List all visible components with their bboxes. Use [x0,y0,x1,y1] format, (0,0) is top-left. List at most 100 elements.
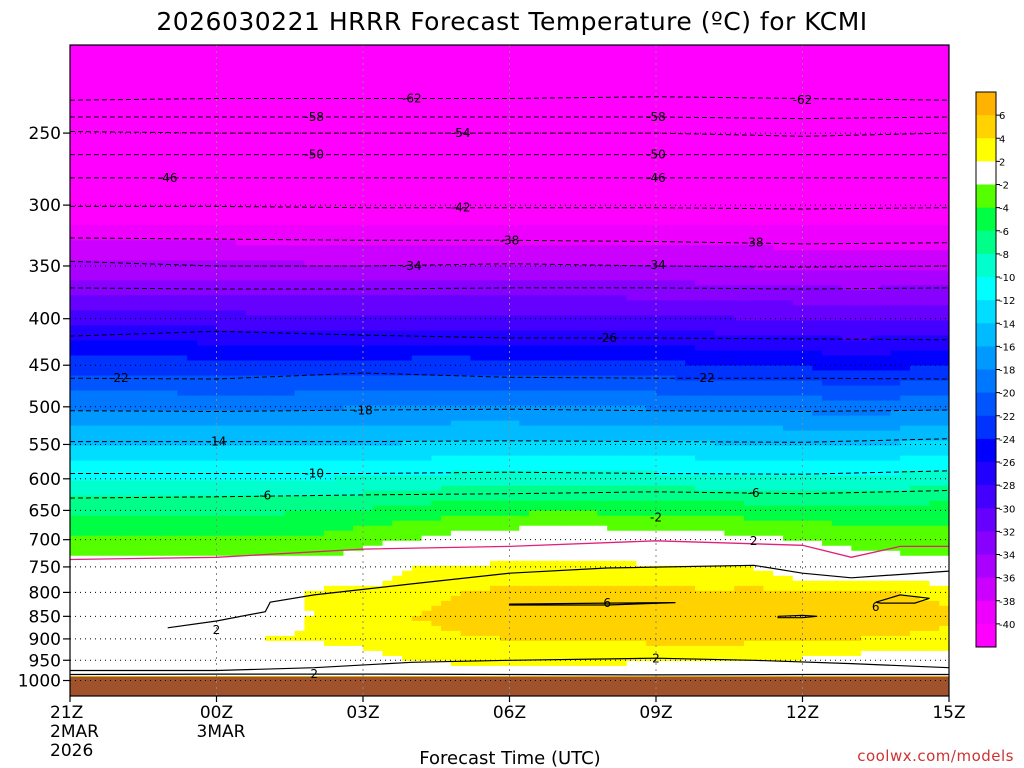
heat-cell [450,290,462,296]
heat-cell [99,95,110,101]
heat-cell [577,120,589,126]
heat-cell [79,310,91,317]
heat-cell [431,85,442,91]
heat-cell [167,255,179,261]
heat-cell [148,160,159,166]
heat-cell [558,135,569,141]
heat-cell [939,80,949,86]
heat-cell [616,105,628,111]
heat-cell [128,120,139,126]
heat-cell [831,180,843,186]
heat-cell [509,75,520,81]
heat-cell [216,225,227,231]
heat-cell [665,185,677,191]
heat-cell [841,255,852,261]
heat-cell [431,305,442,312]
heat-cell [695,105,706,111]
heat-cell [79,235,91,241]
heat-cell [509,270,520,276]
heat-cell [538,80,550,86]
heat-cell [392,80,403,86]
heat-cell [343,105,354,111]
heat-cell [460,165,472,171]
heat-cell [792,95,804,101]
heat-cell [372,70,384,76]
heat-cell [597,95,608,101]
heat-cell [304,90,315,96]
heat-cell [870,240,882,246]
heat-cell [392,210,403,216]
heat-cell [685,45,696,51]
heat-cell [392,150,403,156]
heat-cell [148,120,159,126]
heat-cell [919,205,931,211]
heat-cell [519,230,530,236]
heat-cell [343,255,354,261]
heat-cell [704,190,716,196]
heat-cell [167,165,179,171]
heat-cell [656,135,667,141]
heat-cell [568,140,579,146]
heat-cell [587,200,598,206]
heat-cell [890,220,901,226]
heat-cell [480,55,491,61]
heat-cell [851,310,862,317]
heat-cell [782,235,794,241]
heat-cell [333,285,345,291]
heat-cell [626,185,638,191]
heat-cell [226,270,237,276]
heat-cell [118,165,130,171]
heat-cell [187,280,198,286]
heat-cell [812,90,823,96]
heat-cell [255,270,266,276]
heat-cell [870,310,882,317]
heat-cell [568,95,579,101]
heat-cell [89,70,100,76]
heat-cell [167,205,179,211]
heat-cell [656,50,667,56]
heat-cell [363,200,374,206]
heat-cell [148,275,159,281]
heat-cell [509,110,520,116]
heat-cell [372,135,384,141]
heat-cell [587,60,598,66]
heat-cell [675,245,686,251]
heat-cell [802,110,813,116]
heat-cell [392,205,403,211]
heat-cell [343,270,354,276]
heat-cell [900,105,911,111]
heat-cell [294,115,305,121]
heat-cell [939,305,949,312]
heat-cell [900,270,911,276]
heat-cell [812,85,823,91]
heat-cell [577,75,589,81]
heat-cell [909,135,921,141]
heat-cell [841,310,852,317]
heat-cell [822,230,833,236]
heat-cell [431,135,442,141]
heat-cell [314,220,325,226]
heat-cell [89,60,100,66]
heat-cell [284,155,296,161]
heat-cell [538,90,550,96]
heat-cell [568,230,579,236]
heat-cell [70,240,81,246]
heat-cell [236,275,247,281]
heat-cell [421,275,432,281]
heat-cell [763,165,774,171]
heat-cell [255,75,266,81]
heat-cell [665,95,677,101]
heat-cell [480,290,491,296]
heat-cell [665,310,677,317]
heat-cell [743,150,755,156]
heat-cell [157,255,169,261]
heat-cell [704,150,716,156]
heat-cell [792,135,804,141]
heat-cell [831,165,843,171]
heat-cell [480,300,491,306]
heat-cell [148,70,159,76]
heat-cell [304,170,315,176]
heat-cell [870,200,882,206]
heat-cell [636,275,647,281]
heat-cell [636,115,647,121]
